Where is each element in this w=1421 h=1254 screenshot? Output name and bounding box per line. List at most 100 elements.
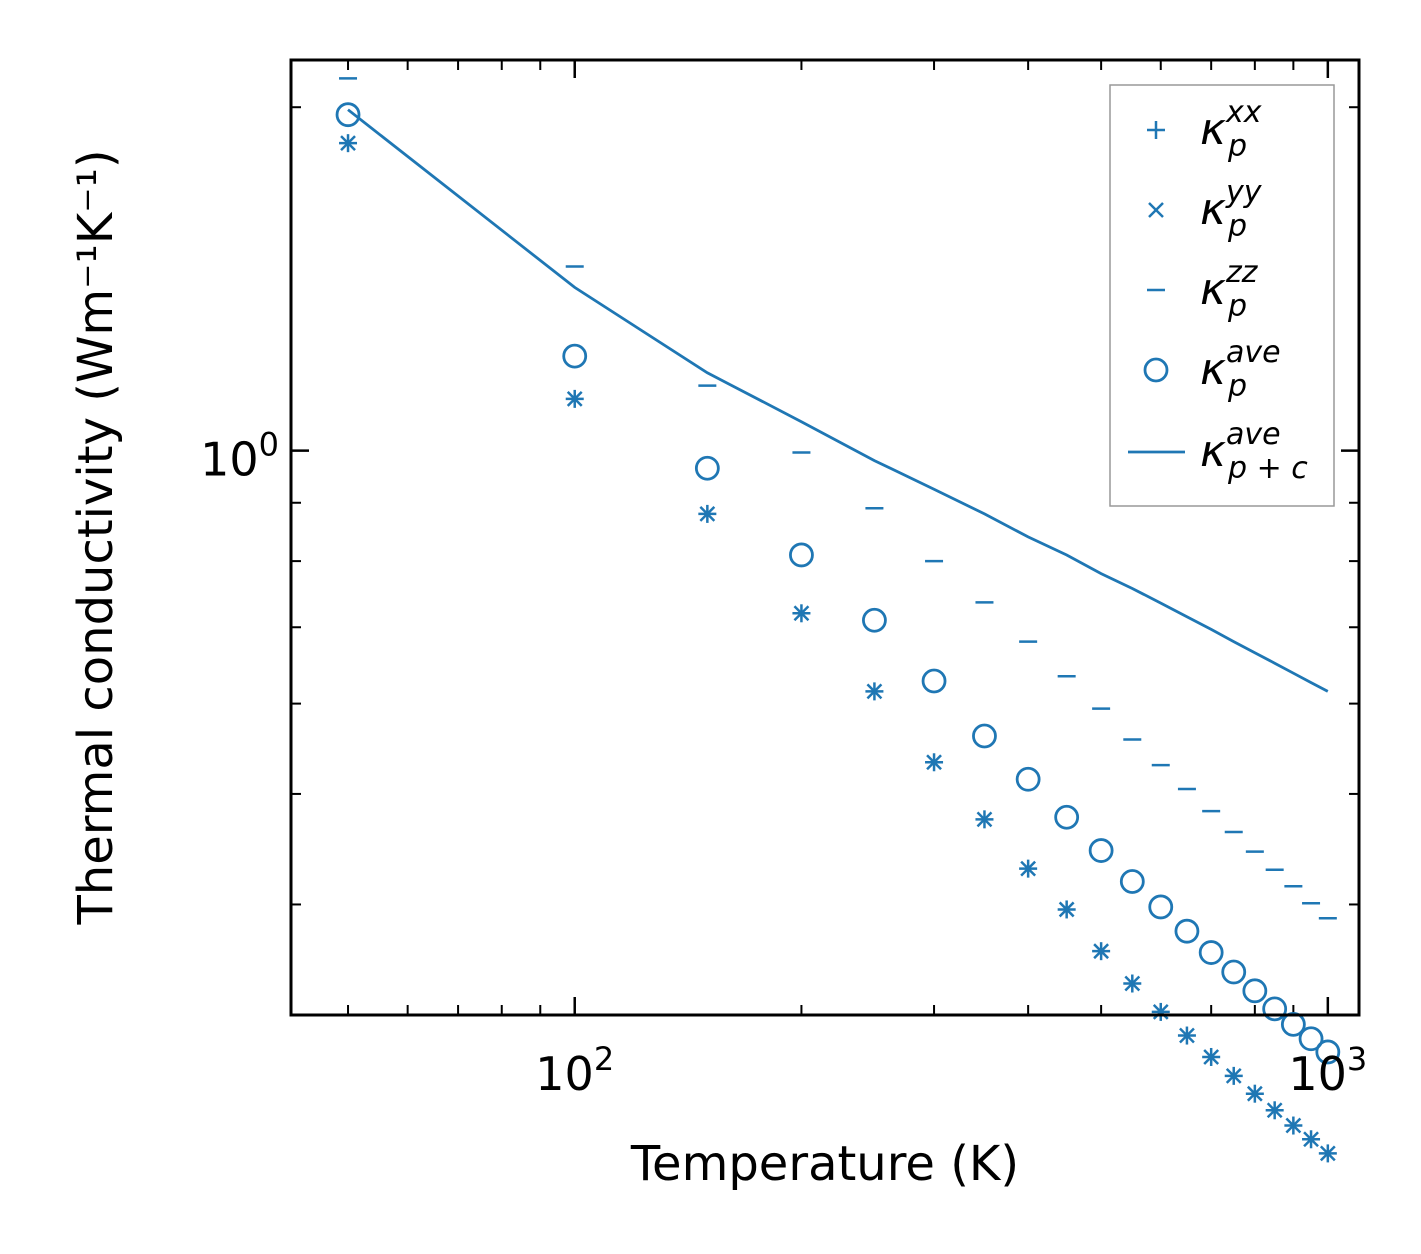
- legend-item-kzz: κzz p: [1147, 255, 1259, 324]
- data-point-kyy: [1285, 1117, 1302, 1134]
- x-tick-label-base: 10: [1288, 1047, 1347, 1101]
- y-tick-label-base: 10: [200, 433, 259, 487]
- data-point-kave: [1280, 1011, 1306, 1037]
- data-point-kyy-d2: [866, 683, 883, 700]
- legend-label-sub: p: [1227, 129, 1247, 164]
- data-point-kyy: [866, 683, 883, 700]
- data-point-kave: [862, 607, 887, 633]
- x-tick-label: 103: [1288, 1040, 1367, 1101]
- legend-label-base: κ: [1200, 344, 1226, 395]
- data-point-kave: [562, 343, 588, 369]
- legend-label-base: κ: [1200, 426, 1226, 477]
- legend-label-base: κ: [1200, 264, 1226, 315]
- data-point-kyy-d2: [1285, 1117, 1302, 1134]
- data-point-kyy-d2: [1020, 860, 1037, 877]
- legend-item-kave_pc: κave p + c: [1128, 417, 1308, 486]
- series-layer: [335, 77, 1341, 1163]
- data-point-kyy: [1058, 901, 1075, 918]
- data-point-kyy-d2: [1179, 1027, 1195, 1044]
- data-point-kyy: [699, 506, 716, 522]
- data-point-kyy-d2: [340, 135, 356, 152]
- data-point-kyy: [926, 754, 942, 771]
- series-kzz: [339, 77, 1337, 920]
- data-point-kyy: [1266, 1102, 1283, 1119]
- legend-marker-kyy: [1148, 202, 1164, 218]
- legend-label-sup: zz: [1225, 255, 1259, 290]
- legend-marker-kyy-d2: [1148, 202, 1164, 218]
- data-point-kave: [1221, 959, 1247, 985]
- y-axis-label: Thermal conductivity (Wm⁻¹K⁻¹): [68, 149, 124, 925]
- legend-marker-kave: [1143, 357, 1169, 383]
- data-point-kave: [1315, 1039, 1341, 1065]
- data-point-kyy-d2: [976, 811, 993, 828]
- data-point-kave: [972, 723, 997, 749]
- legend-label-sup: xx: [1225, 95, 1262, 130]
- data-point-kave: [1198, 940, 1224, 965]
- data-point-kyy: [566, 390, 583, 407]
- data-point-kyy-d2: [1203, 1049, 1220, 1065]
- data-point-kave: [1174, 918, 1200, 944]
- data-point-kyy: [340, 135, 356, 152]
- legend-label-sub: p + c: [1227, 451, 1308, 486]
- legend-item-kyy: κyy p: [1148, 175, 1263, 244]
- x-tick-label-base: 10: [535, 1047, 594, 1101]
- x-tick-label-exponent: 2: [594, 1040, 614, 1078]
- y-tick-label: 100: [200, 426, 279, 487]
- data-point-kave: [694, 455, 720, 481]
- series-kave: [335, 102, 1341, 1065]
- series-kave_pc: [347, 108, 1329, 693]
- data-point-kyy: [1303, 1131, 1319, 1148]
- data-point-kave: [335, 102, 361, 128]
- data-point-kyy: [1179, 1027, 1195, 1044]
- data-point-kyy-d2: [1152, 1004, 1169, 1020]
- data-point-kyy-d2: [1266, 1102, 1283, 1119]
- data-point-kave: [1262, 996, 1288, 1022]
- data-point-kyy: [1020, 860, 1037, 877]
- legend-label-kxx: κxx p: [1200, 95, 1262, 164]
- data-point-kave: [1242, 978, 1268, 1004]
- series-line-kave_pc: [347, 108, 1329, 693]
- data-point-kyy: [1319, 1145, 1336, 1162]
- data-point-kave: [789, 542, 814, 568]
- legend-label-sup: yy: [1225, 175, 1263, 210]
- data-point-kyy-d2: [1093, 943, 1110, 960]
- data-point-kyy: [1246, 1085, 1263, 1102]
- data-point-kave: [1015, 766, 1041, 792]
- x-tick-label-exponent: 3: [1347, 1040, 1367, 1078]
- x-axis-label: Temperature (K): [630, 1136, 1019, 1192]
- data-point-kyy-d2: [699, 506, 716, 522]
- data-point-kyy-d2: [1303, 1131, 1319, 1148]
- plot-frame: [289, 58, 1361, 1017]
- legend-label-kave: κave p: [1200, 335, 1281, 404]
- data-point-kyy-d2: [1058, 901, 1075, 918]
- legend-label-sub: p: [1227, 369, 1247, 404]
- data-point-kave: [1119, 869, 1145, 894]
- data-point-kyy: [976, 811, 993, 828]
- legend-item-kave: κave p: [1143, 335, 1281, 404]
- legend-label-sub: p: [1227, 209, 1247, 244]
- data-point-kyy-d2: [1319, 1145, 1336, 1162]
- legend-label-sub: p: [1227, 289, 1247, 324]
- data-point-kave: [1148, 894, 1174, 920]
- data-point-kave: [1054, 804, 1080, 830]
- legend-label-sup: ave: [1226, 335, 1281, 370]
- data-point-kyy-d2: [1124, 975, 1141, 992]
- data-point-kyy: [1124, 975, 1141, 992]
- data-point-kyy-d2: [1246, 1085, 1263, 1102]
- legend-label-kyy: κyy p: [1200, 175, 1263, 244]
- data-point-kyy-d2: [926, 754, 942, 771]
- data-point-kyy-d2: [793, 605, 810, 622]
- data-point-kyy: [1203, 1049, 1220, 1065]
- series-kyy: [340, 135, 1336, 1162]
- data-point-kyy-d2: [566, 390, 583, 407]
- legend-label-sup: ave: [1226, 417, 1281, 452]
- y-tick-label-exponent: 0: [259, 426, 279, 464]
- legend-marker-kxx: [1147, 121, 1165, 139]
- ticks: [291, 60, 1359, 1015]
- legend-label-kave_pc: κave p + c: [1200, 417, 1308, 486]
- x-tick-label: 102: [535, 1040, 614, 1101]
- legend-label-base: κ: [1200, 184, 1226, 235]
